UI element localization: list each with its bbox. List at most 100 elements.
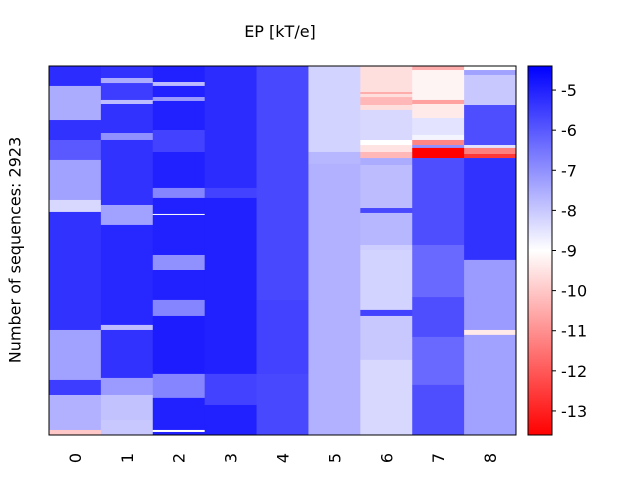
heatmap-cell [360,105,413,111]
colorbar-tick-label: -10 [561,282,587,301]
heatmap-cell [412,158,465,246]
colorbar-tick-label: -7 [561,161,577,180]
heatmap-cell [360,315,413,361]
heatmap-cell [152,197,206,215]
heatmap-cell [308,66,361,153]
heatmap-cell [100,324,154,331]
heatmap-cell [100,139,154,206]
heatmap-cell [412,384,465,436]
heatmap-cell [412,118,465,136]
colorbar-tick-label: -6 [561,121,577,140]
chart-title: EP [kT/e] [244,22,316,41]
x-tick-label: 6 [377,453,396,463]
heatmap-cell [152,82,206,87]
heatmap-cell [49,139,102,161]
heatmap-cell [360,66,413,93]
y-axis-label: Number of sequences: 2923 [5,136,25,364]
heatmap-cell [100,66,154,79]
x-tick-label: 3 [222,453,241,463]
heatmap-cell [152,85,206,98]
heatmap-cell [308,151,361,165]
x-tick-label: 8 [481,453,500,463]
heatmap-cell [100,394,154,421]
plot-frame [48,65,517,436]
heatmap-cell [360,309,413,317]
heatmap-cell [412,145,465,149]
heatmap-cell [360,94,413,98]
heatmap-cell [49,379,102,396]
heatmap-cell [464,329,517,336]
heatmap-cell [152,66,206,83]
x-tick-label: 2 [170,453,189,463]
heatmap-cell [152,431,206,436]
heatmap-cell [204,373,258,406]
colorbar-tick-label: -11 [561,322,587,341]
heatmap-cell [360,158,413,166]
heatmap-cell [360,359,413,436]
heatmap-cell [152,397,206,431]
x-tick-label: 5 [325,453,344,463]
heatmap-cell [152,151,206,189]
heatmap-cell [152,214,206,256]
heatmap-cell [360,208,413,214]
heatmap-cell [49,394,102,431]
heatmap-cell [100,329,154,379]
heatmap-cell [100,133,154,141]
heatmap-cell [360,212,413,246]
heatmap-cell [412,147,465,159]
heatmap-cell [49,329,102,381]
heatmap-cell [100,377,154,396]
heatmap-cell [464,334,517,436]
colorbar-tick-label: -8 [561,201,577,220]
heatmap-cell [412,103,465,119]
colorbar-tick-labels: -5 -6 -7 -8 -9 -10 -11 -12 -13 [552,81,587,421]
heatmap-cell [256,66,309,301]
heatmap-cell [152,97,206,102]
x-tick-label: 1 [118,453,137,463]
heatmap-cell [464,105,517,146]
heatmap-cell [152,254,206,271]
heatmap-cell [412,70,465,101]
heatmap-cell [152,187,206,199]
heatmap-cell [256,373,309,436]
heatmap-cell [360,109,413,141]
heatmap-cell [412,99,465,105]
heatmap-cell [152,130,206,153]
heatmap-cell [360,139,413,146]
colorbar-tick-label: -13 [561,402,587,421]
heatmap-cell [412,297,465,338]
heatmap-cell [204,187,258,199]
heatmap-cell [308,163,361,436]
heatmap-cell [100,224,154,326]
heatmap-cell [464,153,517,159]
heatmap-cell [464,158,517,261]
heatmap-cell [100,103,154,134]
heatmap-cell [100,204,154,226]
heatmap-cell [464,145,517,149]
heatmap-cell [152,315,206,375]
colorbar [527,65,553,436]
heatmap-cell [49,120,102,141]
heatmap-cell [100,77,154,84]
heatmap-cell [49,199,102,213]
heatmap-cell [464,70,517,76]
heatmap-cell [360,151,413,159]
heatmap-cell [49,66,102,87]
x-tick-label: 7 [429,453,448,463]
colorbar-tick-label: -12 [561,362,587,381]
x-tick-labels: 0 1 2 3 4 5 6 7 8 [66,453,500,463]
heatmap-cell [152,100,206,131]
heatmap-cell [360,245,413,251]
heatmap-cell [152,429,206,433]
heatmap-cell [256,299,309,375]
heatmap-cell [152,213,206,216]
heatmap-cell [464,147,517,155]
heatmap-cell [152,299,206,317]
heatmap-cell [204,66,258,189]
heatmap-cell [49,159,102,201]
heatmap-cell [100,83,154,101]
heatmap-cell [204,197,258,375]
heatmap-cell [360,97,413,106]
heatmap-cell [49,85,102,121]
